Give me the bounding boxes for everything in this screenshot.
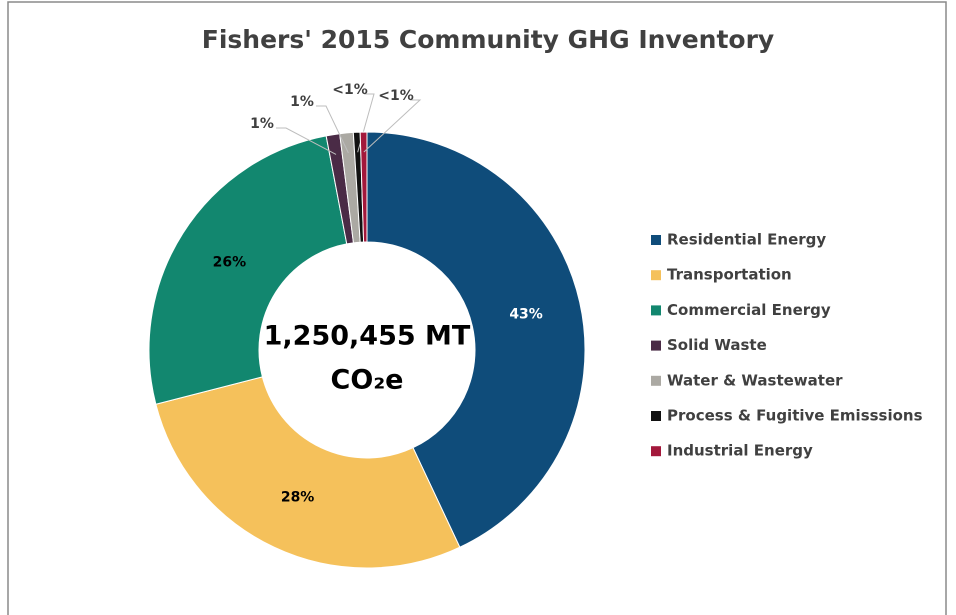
center-label: 1,250,455 MT (264, 321, 471, 352)
center-label: CO₂e (331, 365, 404, 396)
legend-swatch (651, 305, 661, 316)
data-label: 26% (213, 255, 247, 271)
legend-label: Solid Waste (667, 336, 767, 354)
chart-title: Fishers' 2015 Community GHG Inventory (202, 25, 774, 54)
leader-line (276, 127, 337, 155)
donut-slice (359, 131, 368, 243)
data-label: 1% (250, 116, 274, 132)
donut-slice (155, 376, 461, 569)
data-label: 28% (281, 489, 315, 505)
donut-slice (148, 135, 348, 405)
legend-label: Transportation (667, 266, 792, 284)
legend-swatch (651, 270, 661, 281)
data-label: <1% (332, 82, 368, 98)
legend-swatch (651, 235, 661, 245)
data-label: 1% (290, 94, 314, 110)
donut-slice (366, 131, 586, 548)
legend-label: Process & Fugitive Emisssions (667, 407, 923, 425)
legend-label: Commercial Energy (667, 301, 831, 319)
legend-swatch (651, 446, 661, 457)
legend-label: Industrial Energy (667, 442, 813, 460)
legend-label: Residential Energy (667, 231, 826, 249)
legend-swatch (651, 411, 661, 421)
leader-line (316, 105, 349, 154)
data-label: 43% (509, 306, 543, 322)
legend-label: Water & Wastewater (667, 371, 843, 389)
legend-swatch (651, 340, 661, 351)
legend-swatch (651, 375, 661, 386)
data-label: <1% (378, 88, 414, 104)
leader-line (363, 99, 422, 153)
